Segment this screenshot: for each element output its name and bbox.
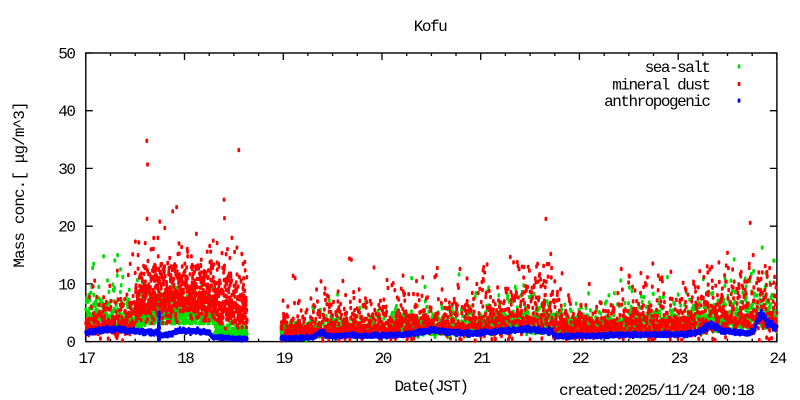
svg-text:17: 17 [78, 350, 95, 368]
svg-text:40: 40 [58, 103, 75, 121]
svg-text:sea-salt: sea-salt [645, 59, 710, 77]
svg-text:Mass conc.[ μg/m^3]: Mass conc.[ μg/m^3] [11, 102, 29, 267]
svg-text:20: 20 [58, 219, 75, 237]
svg-text:mineral dust: mineral dust [612, 76, 709, 94]
svg-text:22: 22 [572, 350, 589, 368]
svg-text:21: 21 [473, 350, 490, 368]
svg-text:0: 0 [66, 334, 75, 352]
svg-text:50: 50 [58, 46, 75, 64]
svg-text:Kofu: Kofu [414, 18, 447, 36]
svg-text:18: 18 [177, 350, 194, 368]
svg-text:Date(JST): Date(JST) [395, 378, 468, 396]
svg-text:19: 19 [276, 350, 293, 368]
svg-text:anthropogenic: anthropogenic [604, 93, 710, 111]
svg-text:30: 30 [58, 161, 75, 179]
svg-text:23: 23 [671, 350, 688, 368]
svg-text:24: 24 [769, 350, 786, 368]
svg-text:10: 10 [58, 276, 75, 294]
svg-text:20: 20 [375, 350, 392, 368]
svg-text:created:2025/11/24 00:18: created:2025/11/24 00:18 [559, 382, 754, 400]
